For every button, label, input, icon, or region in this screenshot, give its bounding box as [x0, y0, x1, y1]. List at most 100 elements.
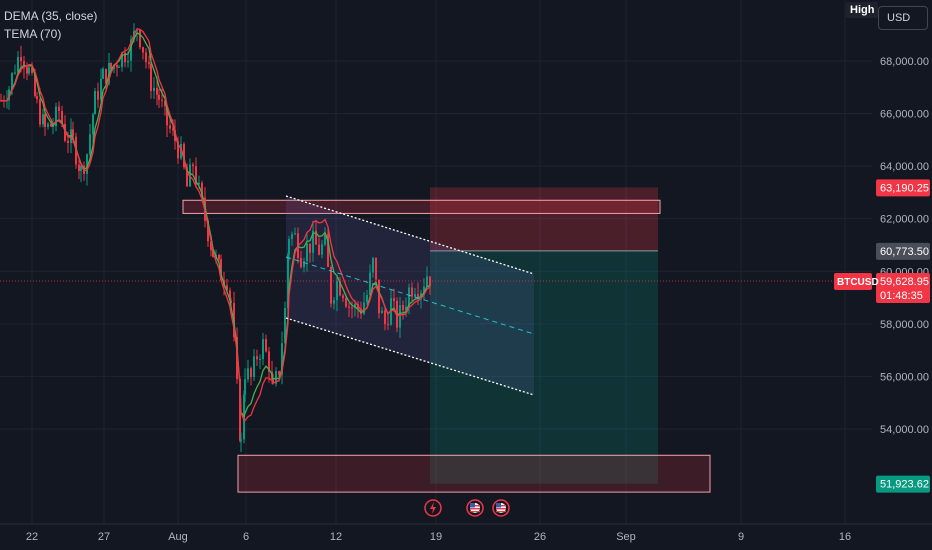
- candle-body: [64, 123, 66, 141]
- candle: [275, 367, 277, 387]
- candle-body: [80, 165, 82, 171]
- candle-body: [291, 234, 293, 239]
- candle-body: [28, 67, 30, 74]
- candle: [256, 349, 258, 366]
- candle-body: [278, 371, 280, 375]
- time-tick-label: 22: [26, 531, 38, 543]
- candle-body: [47, 123, 49, 127]
- candle: [118, 64, 120, 68]
- candle: [372, 256, 374, 278]
- candle: [17, 51, 19, 75]
- candle: [97, 82, 99, 108]
- countdown-label: 01:48:35: [880, 290, 923, 302]
- candle: [300, 250, 302, 269]
- candle-body: [210, 241, 212, 251]
- candle: [306, 232, 308, 272]
- candle-body: [201, 182, 203, 198]
- candle-body: [275, 371, 277, 384]
- candle-body: [142, 47, 144, 53]
- time-tick-label: 12: [330, 531, 342, 543]
- candle: [366, 290, 368, 306]
- candle-body: [363, 302, 365, 314]
- candle: [333, 297, 335, 310]
- candle-body: [50, 123, 52, 127]
- target-price-badge: 51,923.62: [880, 479, 929, 491]
- candle-body: [402, 305, 404, 311]
- event-icons[interactable]: [424, 499, 510, 517]
- candle-body: [158, 94, 160, 100]
- candle-body: [300, 258, 302, 268]
- candle-body: [366, 295, 368, 303]
- candle-body: [124, 52, 126, 63]
- candle-body: [429, 276, 431, 287]
- candle-body: [127, 60, 129, 63]
- candle-body: [148, 62, 150, 64]
- candle-body: [288, 238, 290, 255]
- candle-body: [72, 129, 74, 137]
- candle-body: [161, 99, 163, 101]
- candle: [309, 243, 311, 263]
- candle: [378, 279, 380, 319]
- currency-selector[interactable]: USD: [878, 6, 928, 30]
- candle-body: [420, 292, 422, 298]
- stop-price-badge: 63,190.25: [880, 182, 929, 194]
- candle-body: [118, 66, 120, 68]
- candle-body: [250, 368, 252, 378]
- grid: [0, 0, 872, 524]
- candle: [139, 29, 141, 50]
- candle-body: [294, 233, 296, 235]
- candle-body: [226, 285, 228, 291]
- time-axis[interactable]: 22 27 Aug 6 12 19 26 Sep 9 16: [0, 523, 932, 550]
- candle-body: [281, 343, 283, 375]
- indicator-dema-label[interactable]: DEMA (35, close): [4, 9, 98, 23]
- candle: [153, 77, 155, 99]
- candle: [158, 88, 160, 109]
- entry-price-badge-bg: [876, 242, 930, 260]
- time-tick-label: Sep: [616, 531, 636, 543]
- price-axis[interactable]: 54,000.0056,000.0058,000.0060,000.0062,0…: [834, 0, 932, 524]
- candle-body: [89, 134, 91, 155]
- moving-averages: [0, 28, 431, 422]
- candle-body: [26, 67, 28, 74]
- candle: [402, 300, 404, 320]
- candle-body: [405, 306, 407, 311]
- candle-body: [139, 30, 141, 48]
- candle: [281, 331, 283, 385]
- symbol-tag: BTCUSD: [837, 277, 879, 288]
- lightning-icon: [424, 499, 442, 517]
- candle: [381, 306, 383, 314]
- candle-body: [39, 99, 41, 125]
- candle: [36, 91, 38, 104]
- candle-body: [351, 307, 353, 309]
- candle-body: [381, 310, 383, 314]
- candle-body: [34, 72, 36, 96]
- candle-body: [100, 78, 102, 100]
- candle: [92, 112, 94, 144]
- time-axis-bg: [0, 524, 932, 550]
- candle-body: [169, 125, 171, 129]
- time-tick-label: 6: [243, 531, 249, 543]
- resistance-zone: [182, 199, 661, 214]
- candle-body: [102, 68, 104, 79]
- candle-body: [198, 182, 200, 185]
- price-tick-label: 64,000.00: [880, 161, 929, 173]
- candle: [94, 87, 96, 115]
- candle: [47, 122, 49, 130]
- candle: [42, 108, 44, 128]
- candle: [58, 101, 60, 121]
- candle: [116, 61, 118, 77]
- candle-body: [348, 306, 350, 308]
- candle-body: [256, 356, 258, 360]
- take-profit-zone: [430, 250, 658, 484]
- us-flag-icon: [492, 499, 510, 517]
- candle: [288, 236, 290, 261]
- scale-mode-button[interactable]: High: [846, 2, 879, 18]
- candle-body: [55, 106, 57, 127]
- indicator-tema-label[interactable]: TEMA (70): [4, 27, 62, 41]
- candle: [303, 257, 305, 273]
- drawings[interactable]: [0, 195, 872, 396]
- time-tick-label: 27: [98, 531, 110, 543]
- candle-body: [306, 243, 308, 262]
- candle-body: [164, 100, 166, 106]
